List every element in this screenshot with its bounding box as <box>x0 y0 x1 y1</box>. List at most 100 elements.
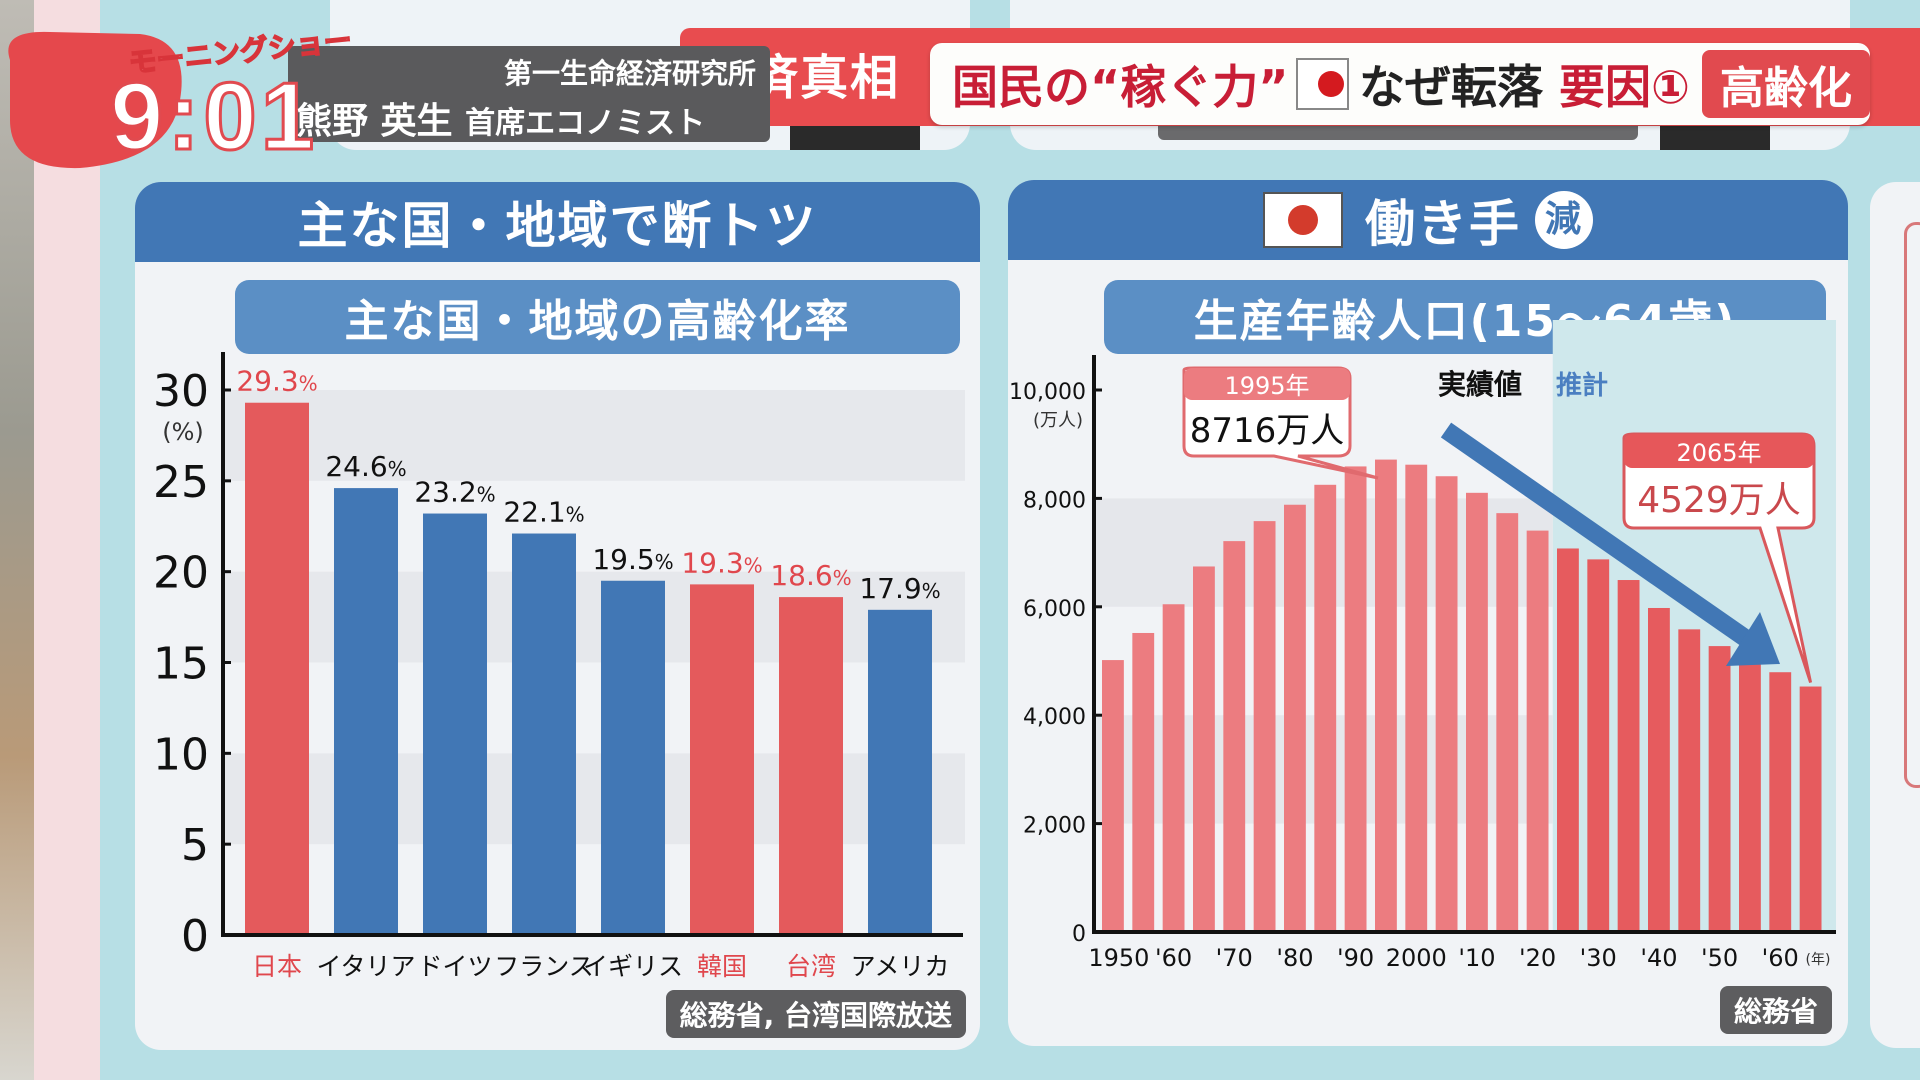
bar-2010 <box>1466 492 1488 932</box>
bar-2005 <box>1435 476 1458 932</box>
x-category-label: ドイツ <box>417 952 492 981</box>
x-tick-label: '60 <box>1762 944 1799 972</box>
right-panel-header: 働き手 減 <box>1008 180 1848 260</box>
bar-value-label: 18.6% <box>770 559 851 592</box>
x-tick-label: 2000 <box>1386 944 1447 972</box>
guest-name: 熊野 英生 <box>296 101 453 142</box>
x-category-label: 台湾 <box>786 952 836 981</box>
y-tick-label: 0 <box>181 911 209 962</box>
trend-arrow-head-icon <box>1726 612 1780 666</box>
bar-1985 <box>1314 484 1337 932</box>
bar-value-suffix: % <box>477 483 496 507</box>
bar-1995 <box>1375 459 1397 932</box>
bar-1950 <box>1102 660 1124 932</box>
bar-イギリス <box>601 580 665 935</box>
left-panel-header: 主な国・地域で断トツ <box>135 182 980 262</box>
bar-日本 <box>245 402 309 935</box>
studio-background <box>0 0 38 1080</box>
end-callout-header <box>1624 434 1814 468</box>
x-axis-unit: (年) <box>1806 952 1831 968</box>
bar-value: 29.3 <box>236 365 298 398</box>
x-tick-label: '50 <box>1701 944 1738 972</box>
guest-org: 第一生命経済研究所 <box>503 57 756 90</box>
x-tick-label: '80 <box>1276 944 1313 972</box>
left-source-badge: 総務省, 台湾国際放送 <box>665 990 966 1038</box>
legend-actual: 実績値 <box>1438 368 1522 401</box>
y-tick-label: 8,000 <box>1023 488 1086 513</box>
bar-value-suffix: % <box>388 457 407 481</box>
y-tick-label: 4,000 <box>1023 705 1086 730</box>
guest-title: 首席エコノミスト <box>465 106 706 141</box>
aging-rate-chart: 0 5 10 15 20 25 30(%) 29.3% 日本 24.6% イタリア 23.2% ドイツ 2… <box>153 352 965 981</box>
bar-2030 <box>1587 559 1610 932</box>
bar-2015 <box>1496 513 1519 932</box>
japan-flag-icon <box>1296 58 1350 110</box>
bar-イタリア <box>334 488 398 935</box>
bar-value-label: 24.6% <box>325 450 406 483</box>
bar-アメリカ <box>868 609 932 935</box>
bar-2025 <box>1557 548 1579 932</box>
headline-banner: 国民の“稼ぐ力” なぜ転落 要因① 高齢化 <box>930 43 1870 125</box>
bar-value-suffix: % <box>744 553 763 577</box>
bar-1990 <box>1344 466 1367 932</box>
bar-value-suffix: % <box>833 566 852 590</box>
headline-part2: なぜ転落 <box>1359 60 1544 114</box>
peak-callout-year: 1995年 <box>1224 372 1309 400</box>
bar-value-suffix: % <box>655 550 674 574</box>
bar-韓国 <box>690 584 754 935</box>
bar-value: 19.5 <box>592 543 654 576</box>
x-tick-label: '60 <box>1155 944 1192 972</box>
bar-1960 <box>1162 604 1185 932</box>
right-chart-panel: 働き手 減 生産年齢人口(15～64歳) 0 2,000 4,000 6,000 8,0… <box>1008 180 1848 1046</box>
bar-value-label: 19.5% <box>592 543 673 576</box>
bar-2020 <box>1526 530 1549 932</box>
bar-フランス <box>512 533 576 935</box>
y-tick-label: 25 <box>153 457 209 508</box>
bar-2000 <box>1405 464 1428 932</box>
bar-1965 <box>1193 566 1215 932</box>
left-panel-subheader: 主な国・地域の高齢化率 <box>235 280 960 354</box>
decrease-badge: 減 <box>1535 191 1593 249</box>
bar-2050 <box>1708 646 1731 932</box>
bar-value-suffix: % <box>299 372 318 396</box>
clock: 9:01 <box>108 62 319 172</box>
bar-1970 <box>1223 541 1246 932</box>
side-strip <box>34 0 106 1080</box>
y-tick-label: 15 <box>153 639 209 690</box>
peak-callout-value: 8716万人 <box>1190 411 1345 451</box>
headline-tag: 高齢化 <box>1702 50 1870 118</box>
bar-1980 <box>1284 504 1306 932</box>
bar-2045 <box>1678 629 1701 932</box>
bar-value-suffix: % <box>566 503 585 527</box>
x-category-label: フランス <box>494 952 594 981</box>
headline-part1: 国民の“稼ぐ力” <box>952 60 1289 114</box>
x-category-label: イギリス <box>583 952 683 981</box>
bar-value-label: 17.9% <box>859 572 940 605</box>
y-tick-label: 10 <box>153 729 209 780</box>
bar-value-label: 22.1% <box>503 496 584 529</box>
guest-caption: 第一生命経済研究所 熊野 英生 首席エコノミスト <box>288 46 770 142</box>
show-logo-bubble <box>8 31 182 169</box>
bar-1975 <box>1253 521 1276 932</box>
y-tick-label: 20 <box>153 548 209 599</box>
bar-value: 17.9 <box>859 572 921 605</box>
x-tick-label: '40 <box>1640 944 1677 972</box>
legend-projection: 推計 <box>1556 370 1608 401</box>
bar-value-label: 19.3% <box>681 546 762 579</box>
peak-callout-header <box>1184 368 1350 400</box>
x-tick-label: '70 <box>1216 944 1253 972</box>
japan-flag-icon <box>1263 192 1343 248</box>
x-tick-label: '10 <box>1458 944 1495 972</box>
x-tick-label: '20 <box>1519 944 1556 972</box>
x-tick-label: 1950 <box>1088 944 1149 972</box>
bar-value-suffix: % <box>922 579 941 603</box>
y-axis-unit: (%) <box>162 418 204 446</box>
y-tick-label: 2,000 <box>1023 814 1086 839</box>
y-tick-label: 10,000 <box>1009 380 1086 405</box>
end-callout-value: 4529万人 <box>1637 480 1801 521</box>
x-category-label: 韓国 <box>697 952 747 981</box>
working-age-population-chart: 02,0004,0006,0008,00010,000(万人)1950'60'7… <box>1009 320 1836 972</box>
y-axis-unit: (万人) <box>1033 410 1083 431</box>
x-category-label: イタリア <box>316 952 415 981</box>
y-tick-label: 30 <box>153 366 209 417</box>
